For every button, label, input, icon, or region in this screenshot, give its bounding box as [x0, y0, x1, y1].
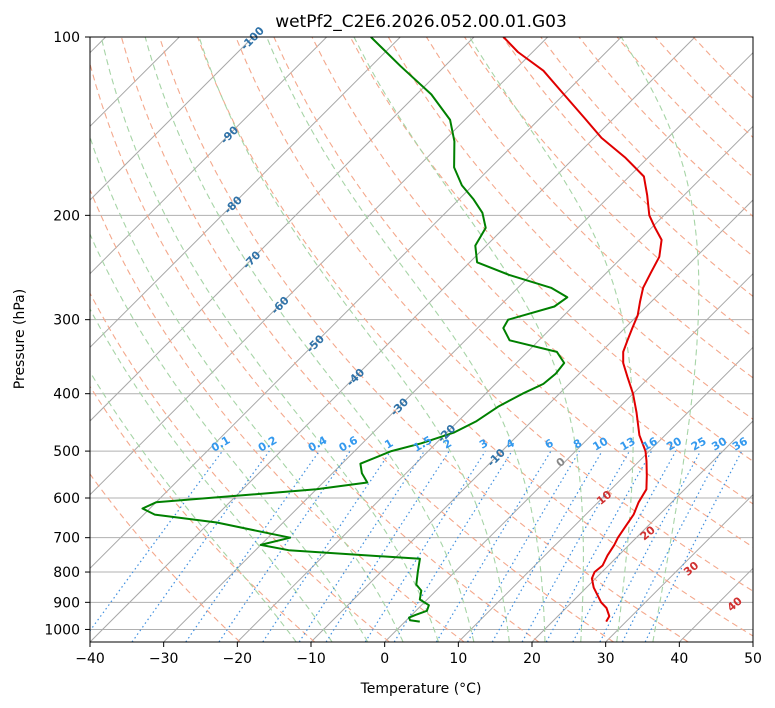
dewpoint-line	[141, 37, 569, 623]
x-tick-label: 40	[670, 651, 688, 667]
dry-adiabat-line	[273, 37, 753, 548]
y-tick-label: 200	[53, 208, 80, 224]
dry-adiabat-line	[90, 61, 540, 642]
plot-fill	[90, 37, 753, 642]
moist-adiabat-line	[90, 370, 297, 642]
moist-adiabat-line	[90, 307, 333, 642]
y-axis-ticks: 100 200 300 400 500 600 700 800 900 1000	[44, 30, 90, 638]
x-tick-label: −40	[75, 651, 105, 667]
moist-adiabat-line	[266, 37, 546, 642]
y-tick-label: 900	[53, 595, 80, 611]
mixing-ratio-line	[599, 450, 702, 642]
x-tick-label: −10	[296, 651, 326, 667]
x-axis-ticks: −40 −30 −20 −10 0 10 20 30 40 50	[75, 642, 762, 667]
y-axis-label: Pressure (hPa)	[12, 289, 28, 389]
dry-adiabat-line	[90, 292, 390, 642]
dry-adiabat-line	[90, 385, 316, 642]
isotherm-line	[90, 37, 475, 422]
mixing-ratio-line	[572, 450, 677, 642]
moist-adiabat-line	[90, 135, 404, 642]
moist-adiabat-line	[198, 37, 510, 642]
mixing-ratio-line	[298, 450, 425, 642]
plot-area	[90, 37, 753, 642]
y-tick-label: 700	[53, 531, 80, 547]
isotherm-line	[384, 272, 753, 642]
y-tick-label: 500	[53, 444, 80, 460]
y-tick-label: 300	[53, 313, 80, 329]
plot-background	[90, 37, 753, 642]
isotherm-lines	[90, 37, 753, 642]
moist-adiabat-line	[144, 37, 475, 642]
isotherm-line	[310, 199, 753, 642]
dry-adiabat-line	[349, 37, 753, 462]
isotherm-line	[752, 641, 753, 642]
isotherm-line	[90, 37, 401, 349]
x-tick-label: 0	[380, 651, 389, 667]
isotherm-line	[90, 37, 696, 642]
moist-adiabat-line	[353, 37, 584, 642]
mixing-ratio-line	[325, 450, 450, 642]
isotherm-line	[457, 346, 753, 642]
dry-adiabat-line	[158, 37, 689, 642]
mixing-ratio-line	[435, 450, 552, 642]
dry-adiabat-lines	[90, 37, 753, 642]
pressure-grid	[90, 37, 753, 630]
y-tick-label: 400	[53, 387, 80, 403]
dry-adiabat-line	[311, 37, 753, 505]
mixing-ratio-line	[364, 450, 486, 642]
sounding-series	[141, 37, 663, 623]
mixing-ratio-line	[218, 450, 351, 642]
dry-adiabat-line	[425, 37, 753, 379]
dry-adiabat-line	[235, 37, 753, 592]
x-tick-label: 10	[449, 651, 467, 667]
dry-adiabat-line	[197, 37, 753, 637]
isotherm-line	[90, 37, 254, 201]
moist-adiabat-line	[90, 232, 369, 642]
y-tick-label: 800	[53, 565, 80, 581]
isotherm-line	[163, 51, 753, 642]
y-tick-label: 600	[53, 491, 80, 507]
mixing-ratio-line	[466, 450, 580, 642]
y-tick-label: 100	[53, 30, 80, 46]
temperature-line	[502, 37, 663, 623]
dry-adiabat-line	[90, 188, 465, 642]
dry-adiabat-line	[502, 37, 753, 298]
isotherm-line	[236, 125, 753, 642]
mixing-ratio-line	[262, 450, 392, 642]
x-tick-label: 50	[744, 651, 762, 667]
x-tick-label: −30	[149, 651, 179, 667]
x-tick-label: 30	[597, 651, 615, 667]
dry-adiabat-line	[90, 473, 241, 642]
isotherm-line	[90, 37, 328, 275]
isotherm-line	[605, 493, 753, 642]
dry-adiabat-line	[387, 37, 753, 420]
isotherm-line	[90, 37, 622, 570]
dry-adiabat-line	[120, 37, 614, 642]
isotherm-line	[531, 420, 753, 642]
y-tick-label: 1000	[44, 622, 80, 638]
isotherm-line	[90, 37, 549, 496]
mixing-ratio-line	[185, 450, 320, 642]
x-axis-label: Temperature (°C)	[360, 681, 482, 697]
moist-adiabat-line	[620, 37, 700, 642]
x-tick-label: −20	[223, 651, 253, 667]
plot-frame	[89, 36, 754, 643]
chart-title: wetPf2_C2E6.2026.052.00.01.G03	[275, 12, 567, 32]
x-tick-label: 20	[523, 651, 541, 667]
dry-adiabat-line	[464, 37, 753, 338]
